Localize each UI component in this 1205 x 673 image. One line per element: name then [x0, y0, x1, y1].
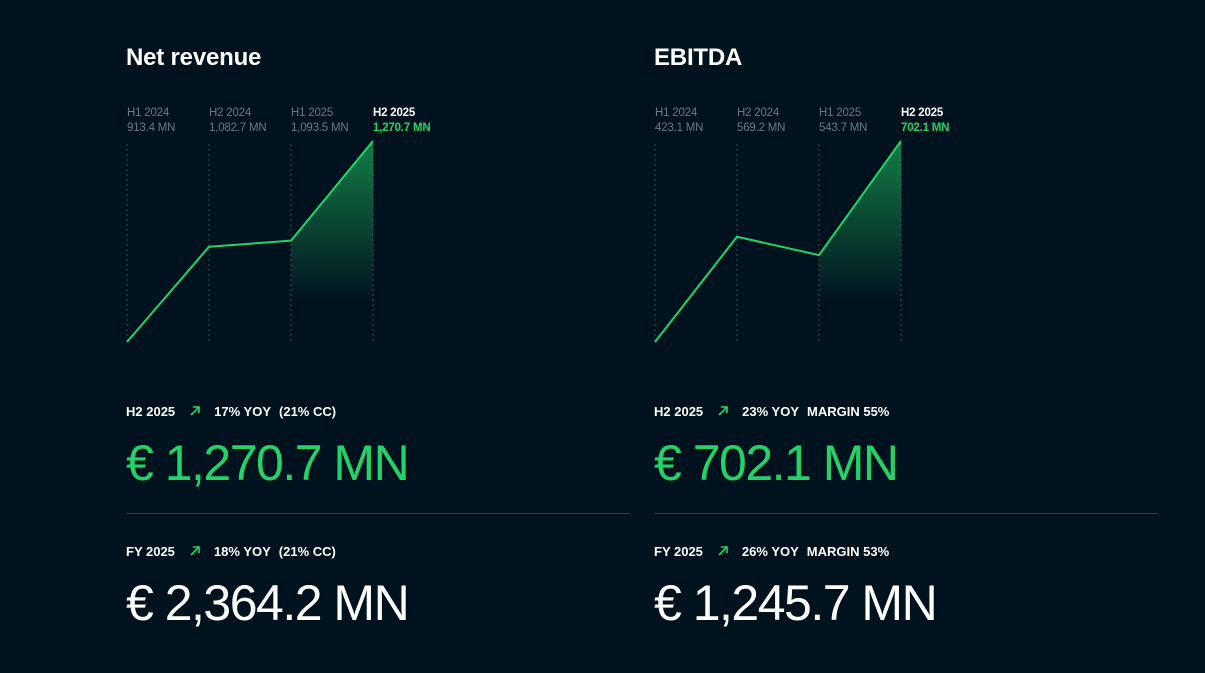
panel-title: Net revenue [126, 44, 262, 71]
period-tick-label: H2 2024 [737, 107, 780, 119]
data-label: 543.7 MN [819, 122, 867, 134]
divider [126, 513, 630, 514]
half-year-metric: H2 2025 23% YOY MARGIN 55% € 702.1 MN [654, 402, 1159, 491]
data-label: 1,082.7 MN [209, 122, 266, 134]
period-label: FY 2025 [654, 543, 703, 559]
constant-currency-growth: (21% CC) [279, 403, 337, 419]
data-label: 1,093.5 MN [291, 122, 348, 134]
area-fill [291, 141, 373, 342]
yoy-growth: 17% YOY [214, 403, 272, 419]
period-label: H2 2025 [126, 403, 176, 419]
panel-title: EBITDA [654, 44, 743, 71]
margin-label: MARGIN 55% [807, 403, 890, 419]
full-year-value: € 2,364.2 MN [126, 575, 410, 631]
full-year-value: € 1,245.7 MN [654, 575, 938, 631]
data-label: 1,270.7 MN [373, 122, 430, 134]
period-tick-label: H2 2025 [373, 107, 416, 119]
net-revenue-panel: Net revenue H1 2024 913.4 MN H2 2024 1,082.… [126, 0, 636, 673]
metric-meta: H2 2025 17% YOY (21% CC) [126, 402, 631, 420]
series-line [126, 140, 374, 343]
period-tick-label: H1 2024 [127, 107, 170, 119]
data-label: 913.4 MN [127, 122, 175, 134]
net-revenue-chart: H1 2024 913.4 MN H2 2024 1,082.7 MN H1 2025 1… [126, 107, 431, 343]
ebitda-panel: EBITDA H1 2024 423.1 MN H2 2024 569.2 MN H1 … [654, 0, 1164, 673]
period-tick-label: H2 2025 [901, 107, 944, 119]
metric-meta: FY 2025 26% YOY MARGIN 53% [654, 542, 1159, 560]
period-tick-label: H1 2024 [655, 107, 698, 119]
period-tick-label: H1 2025 [291, 107, 333, 119]
area-fill [819, 141, 901, 342]
period-label: H2 2025 [654, 403, 704, 419]
half-year-value: € 1,270.7 MN [126, 435, 410, 491]
arrow-up-right-icon [190, 406, 200, 416]
data-label: 423.1 MN [655, 122, 703, 134]
arrow-up-right-icon [718, 546, 728, 556]
half-year-value: € 702.1 MN [654, 435, 899, 491]
arrow-up-right-icon [190, 546, 200, 556]
yoy-growth: 26% YOY [741, 543, 799, 559]
data-label: 702.1 MN [901, 122, 949, 134]
full-year-metric: FY 2025 26% YOY MARGIN 53% € 1,245.7 MN [654, 542, 1159, 631]
yoy-growth: 18% YOY [213, 543, 271, 559]
divider [654, 513, 1158, 514]
full-year-metric: FY 2025 18% YOY (21% CC) € 2,364.2 MN [126, 542, 631, 631]
constant-currency-growth: (21% CC) [278, 543, 336, 559]
series-line [654, 140, 902, 343]
period-tick-label: H1 2025 [819, 107, 861, 119]
data-label: 569.2 MN [737, 122, 785, 134]
period-tick-label: H2 2024 [209, 107, 252, 119]
arrow-up-right-icon [718, 406, 728, 416]
ebitda-chart: H1 2024 423.1 MN H2 2024 569.2 MN H1 2025 543… [654, 107, 949, 343]
half-year-metric: H2 2025 17% YOY (21% CC) € 1,270.7 MN [126, 402, 631, 491]
margin-label: MARGIN 53% [806, 543, 890, 559]
metric-meta: FY 2025 18% YOY (21% CC) [126, 542, 631, 560]
yoy-growth: 23% YOY [742, 403, 800, 419]
period-label: FY 2025 [126, 543, 175, 559]
metric-meta: H2 2025 23% YOY MARGIN 55% [654, 402, 1159, 420]
